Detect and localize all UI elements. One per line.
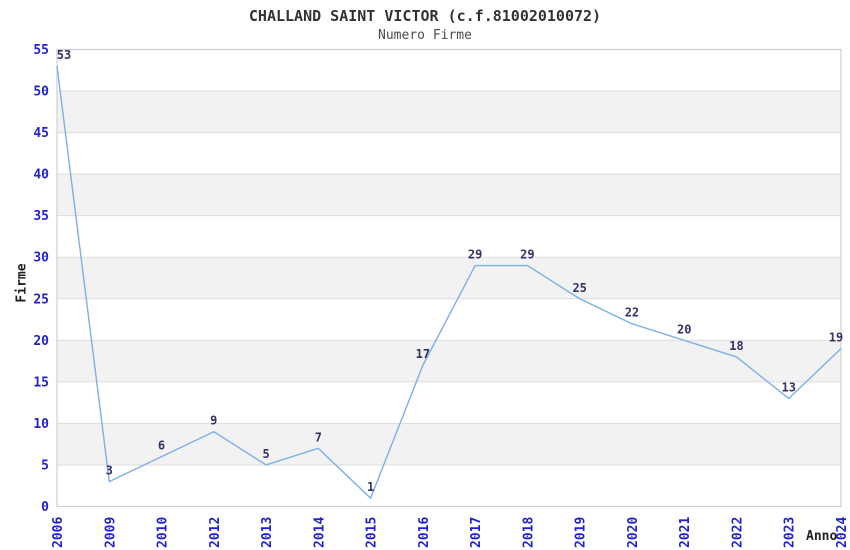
chart-subtitle: Numero Firme: [378, 28, 472, 43]
point-label: 6: [158, 439, 165, 453]
plot-band: [57, 91, 841, 133]
y-tick-label: 35: [33, 209, 49, 224]
y-tick-label: 25: [33, 292, 49, 307]
point-label: 9: [210, 414, 217, 428]
point-label: 19: [829, 331, 843, 345]
y-tick-label: 55: [33, 43, 49, 58]
x-tick-label: 2015: [365, 517, 380, 548]
y-tick-label: 45: [33, 126, 49, 141]
x-tick-label: 2014: [312, 517, 327, 548]
point-label: 18: [729, 339, 743, 353]
y-tick-label: 20: [33, 334, 49, 349]
point-label: 3: [106, 464, 113, 478]
plot-band: [57, 174, 841, 216]
x-tick-label: 2009: [103, 517, 118, 548]
y-tick-label: 40: [33, 168, 49, 183]
x-axis-title: Anno: [806, 529, 838, 544]
y-tick-label: 50: [33, 85, 49, 100]
x-tick-label: 2024: [835, 517, 850, 548]
y-tick-label: 15: [33, 375, 49, 390]
x-tick-label: 2020: [626, 517, 641, 548]
point-label: 22: [625, 306, 639, 320]
x-tick-label: 2023: [783, 517, 798, 548]
y-axis-title: Firme: [14, 263, 30, 303]
point-label: 20: [677, 322, 691, 336]
point-label: 17: [416, 347, 430, 361]
plot-frame: [56, 48, 842, 508]
point-label: 25: [572, 281, 586, 295]
point-label: 13: [782, 380, 796, 394]
x-tick-label: 2021: [678, 517, 693, 548]
y-tick-label: 10: [33, 417, 49, 432]
x-tick-label: 2018: [521, 517, 536, 548]
x-tick-label: 2012: [208, 517, 223, 548]
x-tick-label: 2006: [51, 517, 66, 548]
x-tick-label: 2010: [156, 517, 171, 548]
data-line: [56, 66, 842, 499]
x-tick-label: 2022: [730, 517, 745, 548]
y-tick-label: 30: [33, 251, 49, 266]
plot-band: [57, 340, 841, 382]
y-tick-label: 0: [41, 500, 49, 515]
point-label: 5: [262, 447, 269, 461]
point-label: 1: [367, 480, 374, 494]
plot-band: [57, 423, 841, 465]
point-label: 53: [57, 48, 71, 62]
x-tick-label: 2013: [260, 517, 275, 548]
x-tick-label: 2019: [574, 517, 589, 548]
chart-title: CHALLAND SAINT VICTOR (c.f.81002010072): [248, 7, 602, 25]
x-tick-label: 2016: [417, 517, 432, 548]
x-tick-label: 2017: [469, 517, 484, 548]
point-label: 29: [468, 248, 482, 262]
point-label: 29: [520, 248, 534, 262]
point-label: 7: [315, 430, 322, 444]
y-tick-label: 5: [41, 458, 49, 473]
plot-band: [57, 257, 841, 299]
